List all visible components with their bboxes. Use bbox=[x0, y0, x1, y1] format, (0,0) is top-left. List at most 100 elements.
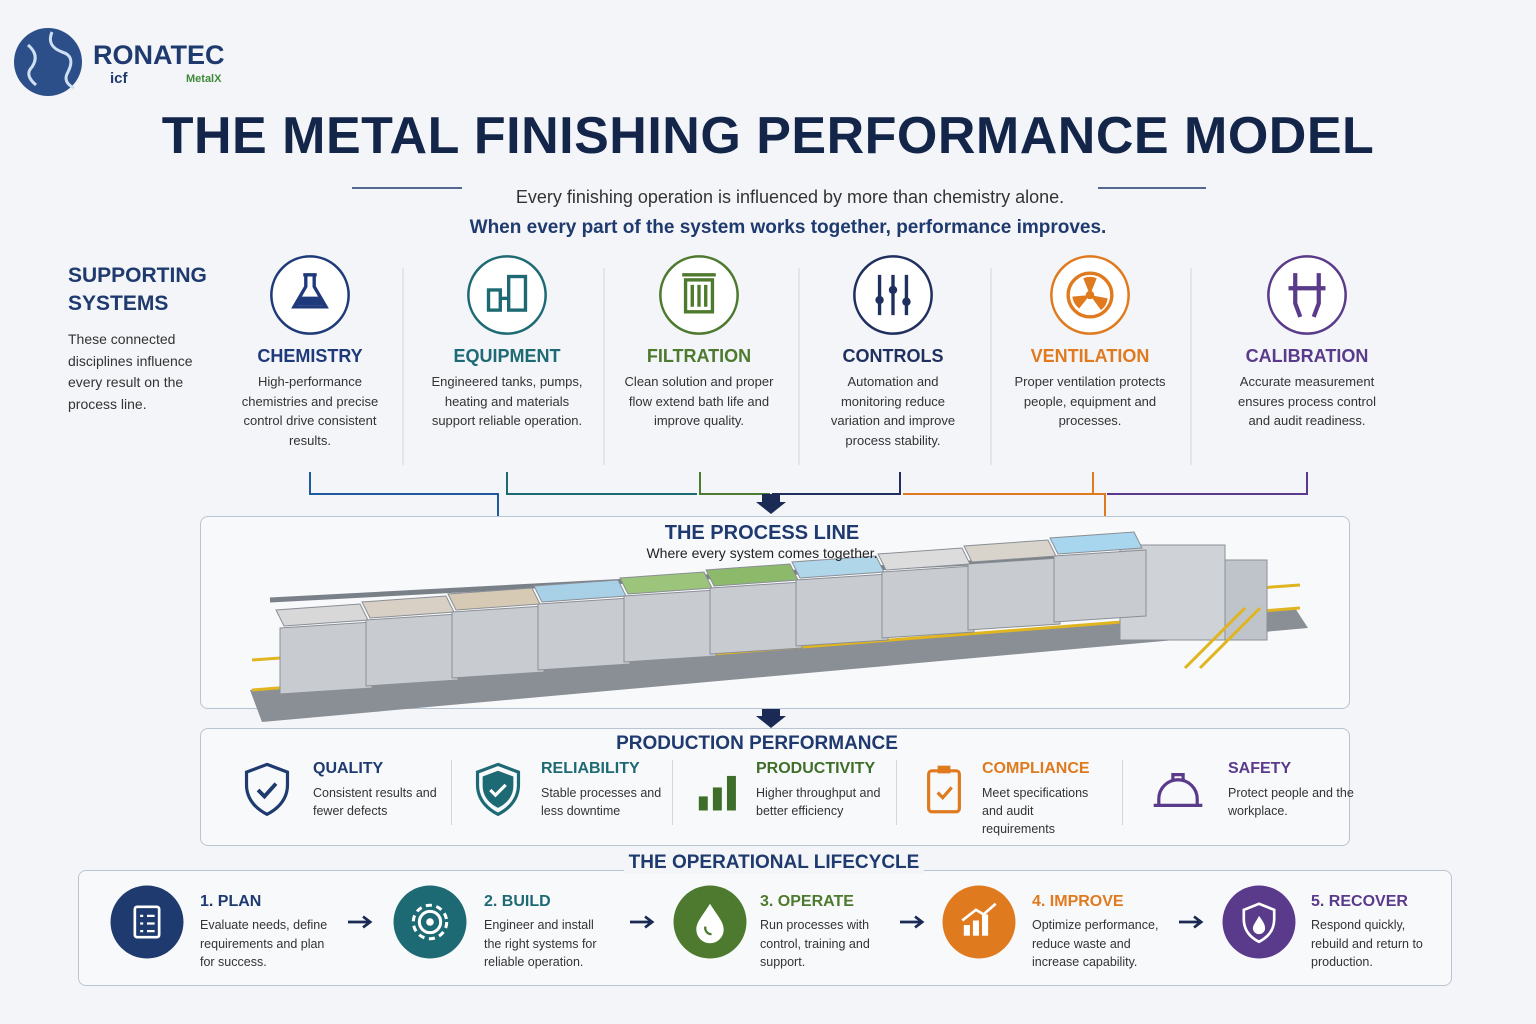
platform bbox=[250, 608, 1308, 722]
supporting-description: These connected disciplines influence ev… bbox=[68, 331, 193, 412]
lifecycle-description: Run processes with control, training and… bbox=[760, 918, 870, 969]
tank-part bbox=[279, 621, 373, 695]
system-name: CHEMISTRY bbox=[257, 346, 363, 366]
performance-description: Consistent results and fewer defects bbox=[313, 786, 437, 818]
performance-description: Higher throughput and better efficiency bbox=[756, 786, 881, 818]
system-name: EQUIPMENT bbox=[453, 346, 561, 366]
flow-arrow bbox=[756, 708, 786, 728]
tank-part bbox=[537, 597, 631, 671]
lifecycle-icon bbox=[1222, 885, 1296, 959]
system-icon-part bbox=[294, 296, 326, 306]
system-name: FILTRATION bbox=[646, 346, 752, 366]
lifecycle-arrow-part bbox=[630, 915, 655, 929]
system-icon bbox=[1050, 255, 1130, 335]
tank bbox=[447, 587, 545, 679]
lifecycle-title: THE OPERATIONAL LIFECYCLE bbox=[624, 852, 924, 874]
performance-icon-part bbox=[726, 775, 736, 811]
system-icon bbox=[270, 255, 350, 335]
separator bbox=[672, 760, 673, 825]
lifecycle-icon bbox=[942, 885, 1016, 959]
system-icon-part bbox=[1066, 271, 1114, 319]
tank bbox=[1049, 531, 1147, 623]
lifecycle-icon-part bbox=[426, 918, 434, 926]
lifecycle-icon-part bbox=[696, 903, 724, 944]
tank-part bbox=[365, 613, 459, 687]
lifecycle-icon-part bbox=[1242, 902, 1276, 944]
performance-description: Stable processes and less downtime bbox=[541, 786, 662, 818]
system-icon-part bbox=[902, 297, 911, 306]
lifecycle-icon-part bbox=[110, 885, 184, 959]
connector bbox=[903, 472, 1106, 516]
lifecycle-description: Optimize performance, reduce waste and i… bbox=[1032, 918, 1159, 969]
system-name: CALIBRATION bbox=[1245, 346, 1369, 366]
system-icon-part bbox=[291, 273, 329, 309]
performance-description: Protect people and the workplace. bbox=[1228, 786, 1354, 818]
tank-part bbox=[623, 589, 717, 663]
performance-title: PRODUCTION PERFORMANCE bbox=[616, 733, 898, 754]
lifecycle-description: Engineer and install the right systems f… bbox=[484, 918, 597, 969]
flow-arrow bbox=[756, 494, 786, 514]
cabinet bbox=[1224, 559, 1268, 641]
performance-panel bbox=[200, 728, 1350, 846]
lifecycle-name: 1. PLAN bbox=[200, 893, 262, 910]
system-description: High-performance chemistries and precise… bbox=[241, 374, 379, 448]
tank bbox=[791, 555, 889, 647]
performance-name: SAFETY bbox=[1228, 760, 1292, 777]
lifecycle-icon-part bbox=[972, 920, 979, 936]
lifecycle-name: 2. BUILD bbox=[484, 893, 551, 910]
system-description: Automation and monitoring reduce variati… bbox=[830, 374, 956, 448]
tank-part bbox=[447, 587, 541, 611]
performance-icon bbox=[475, 762, 521, 817]
tank bbox=[361, 595, 459, 687]
tank-part bbox=[1053, 549, 1147, 623]
lifecycle-icon-part bbox=[140, 914, 155, 933]
tank-part bbox=[709, 581, 803, 655]
lifecycle-arrow bbox=[900, 915, 925, 929]
tank-part bbox=[705, 563, 799, 587]
performance-icon bbox=[698, 775, 736, 811]
supporting-heading: SUPPORTING SYSTEMS bbox=[68, 264, 207, 315]
performance-icon bbox=[927, 765, 961, 814]
tank-part bbox=[361, 595, 455, 619]
lifecycle-icon bbox=[110, 885, 184, 959]
lifecycle-description: Respond quickly, rebuild and return to p… bbox=[1311, 918, 1423, 969]
connector bbox=[309, 472, 499, 516]
connectors bbox=[309, 472, 1308, 516]
tank-part bbox=[791, 555, 885, 579]
main-title: THE METAL FINISHING PERFORMANCE MODEL bbox=[161, 107, 1375, 165]
connector bbox=[506, 472, 697, 495]
system-icon-part bbox=[1085, 290, 1095, 300]
lifecycle-icon-part bbox=[417, 909, 443, 935]
performance-icon bbox=[1153, 773, 1203, 807]
performance-icon-part bbox=[475, 762, 521, 817]
lifecycle-icon-part bbox=[942, 885, 1016, 959]
logo-brand: RONATEC bbox=[93, 40, 225, 70]
tank bbox=[619, 571, 717, 663]
lifecycle-arrow-part bbox=[348, 915, 373, 929]
system-icon-part bbox=[888, 285, 898, 295]
system-icon-part bbox=[682, 273, 716, 307]
separator bbox=[896, 760, 897, 825]
lifecycle-description: Evaluate needs, define requirements and … bbox=[200, 918, 328, 969]
performance-name: RELIABILITY bbox=[541, 760, 640, 777]
connector bbox=[772, 472, 901, 495]
separators bbox=[402, 268, 1192, 465]
system-icon bbox=[853, 255, 933, 335]
lifecycle-icon-part bbox=[704, 926, 712, 936]
tank-part bbox=[795, 573, 889, 647]
performance-icon-part bbox=[927, 769, 961, 814]
separator bbox=[1122, 760, 1123, 825]
tank-part bbox=[275, 603, 369, 627]
lifecycle-icon-part bbox=[961, 902, 997, 922]
system-name: VENTILATION bbox=[1030, 346, 1150, 366]
system-icon-part bbox=[877, 274, 909, 316]
performance-name: COMPLIANCE bbox=[982, 760, 1090, 777]
performance-icon-part bbox=[244, 762, 290, 817]
tank-part bbox=[451, 605, 545, 679]
logo-partner: icf bbox=[110, 70, 128, 87]
performance-icon-part bbox=[937, 765, 951, 774]
lifecycle-icon bbox=[673, 885, 747, 959]
